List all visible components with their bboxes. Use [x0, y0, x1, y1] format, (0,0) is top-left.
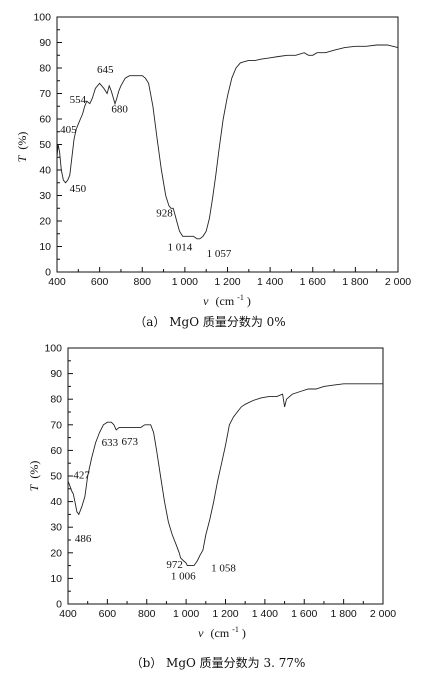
y-tick-label: 60: [50, 445, 62, 457]
y-tick-label: 100: [33, 12, 51, 24]
x-tick-label: 2 000: [385, 276, 411, 288]
y-axis-symbol-b: T: [27, 483, 41, 491]
x-tick-label: 1 800: [330, 608, 356, 620]
x-tick-label: 1 800: [342, 276, 368, 288]
y-tick-label: 0: [56, 599, 62, 611]
peak-label: 405: [60, 124, 77, 136]
y-tick-label: 90: [39, 37, 51, 49]
peak-label: 450: [70, 183, 87, 195]
x-axis-unit-sup-b: -1: [232, 625, 239, 634]
peak-label: 680: [111, 104, 128, 116]
y-tick-label: 20: [39, 216, 51, 228]
peak-label: 1 014: [167, 241, 192, 253]
y-tick-label: 50: [50, 471, 62, 483]
x-axis-symbol-a: v: [203, 294, 209, 308]
x-tick-label: 1 400: [252, 608, 278, 620]
y-axis-unit-a: (%): [15, 132, 29, 150]
y-tick-label: 70: [39, 88, 51, 100]
y-tick-label: 70: [50, 419, 62, 431]
y-tick-label: 50: [39, 139, 51, 151]
y-tick-label: 30: [50, 522, 62, 534]
y-tick-label: 100: [44, 343, 62, 355]
x-tick-label: 1 000: [173, 608, 199, 620]
x-tick-label: 1 200: [212, 608, 238, 620]
y-tick-label: 40: [50, 496, 62, 508]
y-tick-label: 0: [45, 267, 51, 279]
y-axis-unit-b: (%): [27, 461, 41, 479]
x-tick-label: 400: [48, 276, 66, 288]
peak-label: 486: [75, 533, 92, 545]
spectrum-line-a: [56, 44, 399, 240]
peak-label: 1 058: [211, 562, 236, 574]
x-axis-unit-b: (cm: [211, 626, 230, 640]
x-tick-label: 600: [99, 608, 117, 620]
x-axis-label-b: v (cm -1 ): [198, 621, 246, 640]
peak-label: 1 057: [207, 248, 232, 260]
x-tick-label: 1 600: [291, 608, 317, 620]
x-tick-label: 800: [138, 608, 156, 620]
y-tick-label: 10: [50, 573, 62, 585]
chart-a: 400 600 800 1 000 1 200 1 400 1 600 1 800 2 000 …: [15, 12, 411, 330]
y-axis-ticks-b: 0 10 20 30 40 50 60 70 80 90 100: [44, 343, 73, 611]
x-axis-ticks-b: 400 600 800 1 000 1 200 1 400 1 600 1 800 2 000: [59, 599, 396, 620]
y-tick-label: 40: [39, 165, 51, 177]
y-axis-label-b: T (%): [27, 461, 41, 492]
peak-label: 1 006: [171, 571, 196, 583]
y-axis-ticks-a: 0 10 20 30 40 50 60 70 80 90 100: [33, 12, 62, 279]
caption-b: （b） MgO 质量分数为 3. 77%: [131, 655, 306, 670]
x-tick-label: 1 600: [300, 276, 326, 288]
x-axis-label-a: v (cm -1 ): [203, 289, 251, 308]
x-tick-label: 800: [133, 276, 151, 288]
x-tick-label: 400: [59, 608, 77, 620]
peak-label: 427: [73, 470, 90, 482]
x-axis-unit-a: (cm: [216, 294, 235, 308]
x-tick-label: 1 200: [214, 276, 240, 288]
peak-label: 633: [102, 437, 119, 449]
x-axis-symbol-b: v: [198, 626, 204, 640]
y-tick-label: 60: [39, 114, 51, 126]
peak-labels-a: 405 450 554 645 680 928 1 014 1 057: [60, 64, 232, 260]
peak-label: 554: [70, 94, 87, 106]
peak-label: 928: [156, 207, 173, 219]
chart-b: 400 600 800 1 000 1 200 1 400 1 600 1 800 2 000 …: [27, 343, 396, 671]
y-axis-label-a: T (%): [15, 132, 29, 163]
y-tick-label: 20: [50, 547, 62, 559]
y-tick-label: 30: [39, 190, 51, 202]
x-axis-unit-close-b: ): [242, 626, 246, 640]
y-axis-symbol-a: T: [15, 154, 29, 162]
x-axis-unit-sup-a: -1: [237, 293, 244, 302]
caption-a: （a） MgO 质量分数为 0%: [134, 314, 285, 329]
x-axis-ticks-a: 400 600 800 1 000 1 200 1 400 1 600 1 800 2 000: [48, 267, 411, 288]
x-axis-unit-close-a: ): [247, 294, 251, 308]
spectrum-line-b: [67, 383, 383, 567]
y-tick-label: 90: [50, 368, 62, 380]
x-tick-label: 2 000: [370, 608, 396, 620]
x-tick-label: 1 000: [172, 276, 198, 288]
peak-label: 972: [166, 559, 183, 571]
y-tick-label: 10: [39, 241, 51, 253]
peak-label: 645: [97, 64, 114, 76]
plot-frame-a: [56, 16, 399, 273]
y-tick-label: 80: [39, 63, 51, 75]
x-tick-label: 1 400: [257, 276, 283, 288]
peak-label: 673: [121, 436, 138, 448]
x-tick-label: 600: [91, 276, 109, 288]
y-tick-label: 80: [50, 394, 62, 406]
